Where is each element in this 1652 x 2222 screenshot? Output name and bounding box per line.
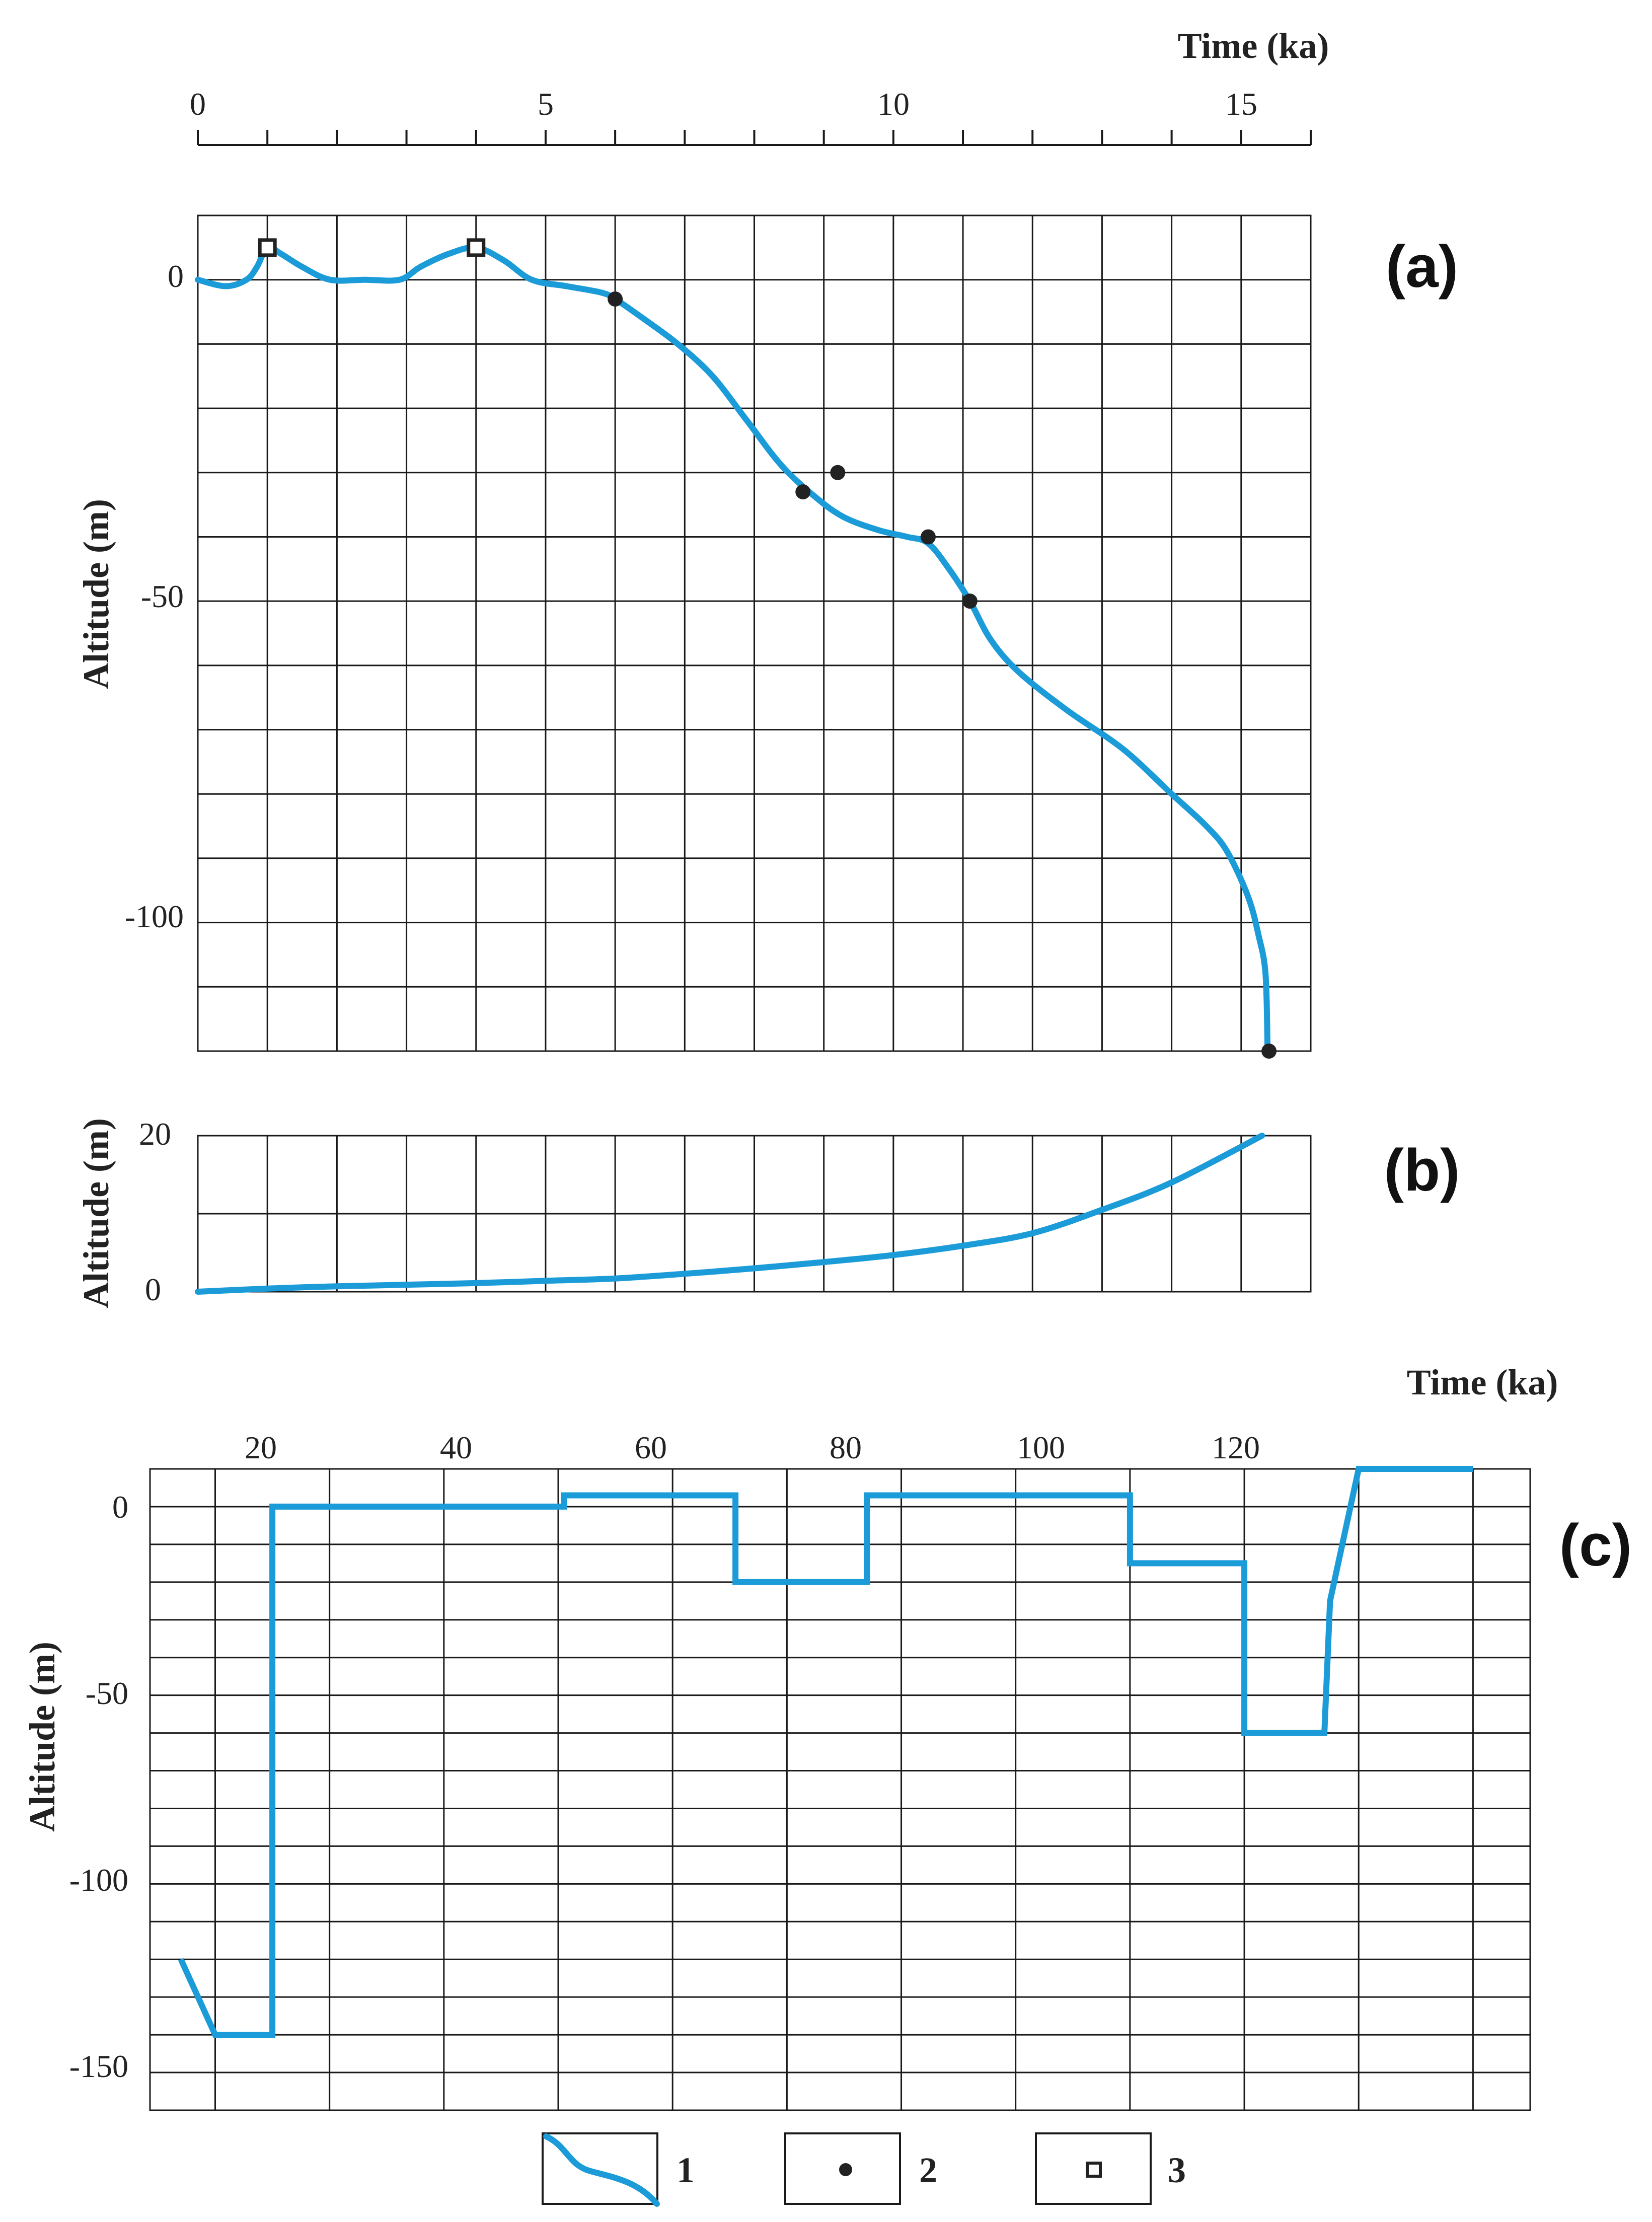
ytick-label: 0 bbox=[145, 1272, 161, 1307]
xtick-label: 5 bbox=[538, 86, 554, 122]
panel-label-b: (b) bbox=[1384, 1137, 1460, 1204]
ytick-label: -150 bbox=[69, 2048, 128, 2084]
xtick-label: 120 bbox=[1212, 1430, 1260, 1465]
legend-box-square bbox=[1035, 2132, 1152, 2205]
legend-dot-symbol bbox=[839, 2163, 852, 2176]
ytick-label: -100 bbox=[69, 1862, 128, 1898]
grid-b bbox=[197, 1135, 1312, 1293]
legend-label: 2 bbox=[919, 2150, 937, 2190]
panel-a: 0 5 10 15 Time (ka) 0 -50 -100 Altitude … bbox=[76, 26, 1458, 1059]
xtick-label: 10 bbox=[877, 86, 910, 122]
xtick-label: 80 bbox=[830, 1430, 862, 1465]
xtick-label: 60 bbox=[635, 1430, 667, 1465]
top-time-axis-title: Time (ka) bbox=[1178, 26, 1329, 66]
plot-frame-c bbox=[149, 1468, 1531, 2111]
legend-box-dot bbox=[784, 2132, 901, 2205]
xtick-label: 15 bbox=[1225, 86, 1257, 122]
dot-marker bbox=[920, 529, 936, 545]
ytick-label: -100 bbox=[125, 899, 184, 934]
grid-c bbox=[149, 1468, 1531, 2111]
dot-marker bbox=[795, 484, 811, 500]
sea-level-step-curve-c bbox=[178, 1466, 1473, 2038]
altitude-axis-title-c: Altitude (m) bbox=[22, 1642, 62, 1832]
top-time-tick-labels: 0 5 10 15 bbox=[190, 86, 1257, 122]
square-marker bbox=[467, 238, 486, 257]
ytick-label: 0 bbox=[112, 1489, 128, 1525]
ytick-label: 20 bbox=[139, 1116, 171, 1152]
panel-label-c: (c) bbox=[1559, 1512, 1632, 1579]
top-time-ticks bbox=[197, 130, 1312, 145]
time-tick-labels-c: 20 40 60 80 100 120 bbox=[245, 1430, 1260, 1465]
panel-c: Time (ka) 20 40 60 80 100 120 0 -50 -100… bbox=[22, 1362, 1632, 2111]
legend-item-square: 3 bbox=[1035, 2132, 1186, 2205]
uplift-curve-b bbox=[195, 1133, 1265, 1295]
time-axis-title-c: Time (ka) bbox=[1407, 1362, 1558, 1402]
legend-label: 3 bbox=[1168, 2150, 1186, 2190]
legend-line-symbol bbox=[543, 2133, 660, 2207]
grid-a bbox=[197, 214, 1312, 1052]
xtick-label: 20 bbox=[245, 1430, 277, 1465]
dot-marker bbox=[608, 291, 623, 307]
panel-label-a: (a) bbox=[1386, 234, 1458, 300]
legend-item-line: 1 bbox=[542, 2132, 695, 2207]
square-marker bbox=[258, 238, 277, 257]
ytick-label: -50 bbox=[86, 1675, 128, 1711]
altitude-tick-labels-c: 0 -50 -100 -150 bbox=[69, 1489, 128, 2084]
altitude-tick-labels-b: 0 20 bbox=[139, 1116, 171, 1307]
ytick-label: -50 bbox=[141, 578, 184, 614]
legend-item-dot: 2 bbox=[784, 2132, 937, 2205]
panel-b: 0 20 Altitude (m) (b) bbox=[76, 1116, 1460, 1308]
legend-label: 1 bbox=[677, 2150, 695, 2190]
xtick-label: 0 bbox=[190, 86, 206, 122]
legend-square-symbol bbox=[1086, 2162, 1102, 2178]
altitude-axis-title-a: Altitude (m) bbox=[76, 499, 116, 689]
data-markers-a bbox=[258, 238, 1277, 1059]
dot-marker bbox=[830, 465, 846, 480]
legend-box-line bbox=[542, 2132, 658, 2205]
altitude-tick-labels-a: 0 -50 -100 bbox=[125, 258, 184, 934]
ytick-label: 0 bbox=[168, 258, 184, 294]
altitude-axis-title-b: Altitude (m) bbox=[76, 1118, 116, 1308]
legend: 1 2 3 bbox=[542, 2132, 1186, 2207]
xtick-label: 40 bbox=[440, 1430, 472, 1465]
dot-marker bbox=[962, 594, 978, 609]
sea-level-curve-a bbox=[195, 244, 1271, 1054]
xtick-label: 100 bbox=[1017, 1430, 1065, 1465]
dot-marker bbox=[1261, 1044, 1277, 1059]
